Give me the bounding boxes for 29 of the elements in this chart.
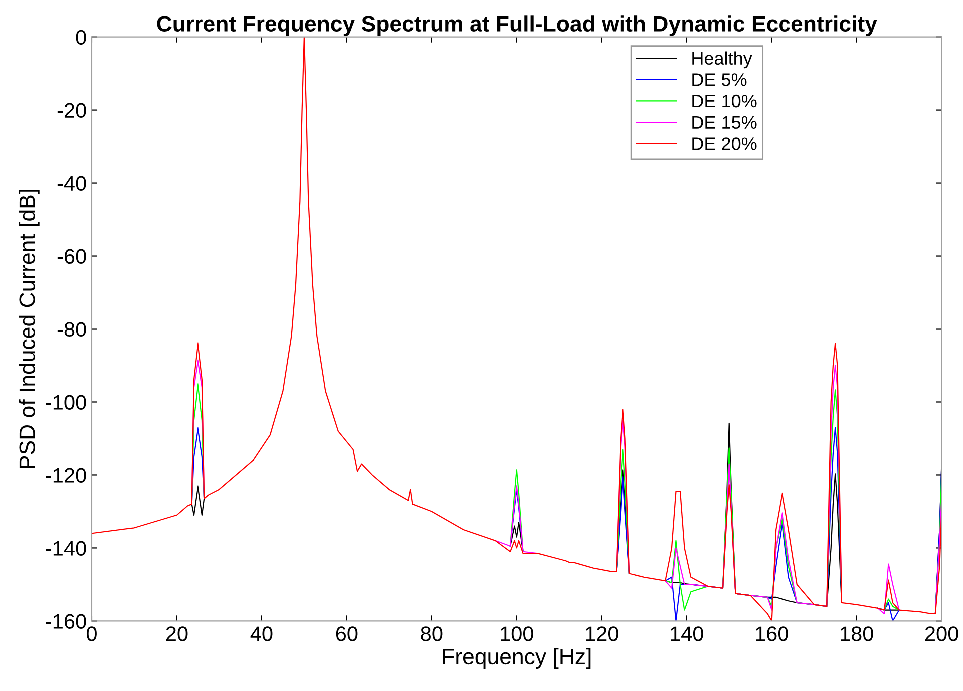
chart-title: Current Frequency Spectrum at Full-Load with Dynamic Eccentricity [157, 16, 878, 36]
legend-label: DE 5% [692, 74, 747, 86]
y-tick-label: -60 [58, 249, 86, 264]
y-tick-label: -140 [46, 541, 86, 556]
x-tick-label: 120 [586, 626, 618, 642]
y-tick-label: -80 [58, 322, 86, 338]
y-tick-label: -100 [46, 395, 86, 410]
x-tick-label: 20 [166, 626, 188, 642]
legend-label: DE 20% [692, 138, 757, 150]
line-series [92, 37, 942, 622]
x-tick-label: 80 [421, 626, 443, 642]
y-tick-label: -20 [58, 103, 86, 118]
x-tick-label: 180 [841, 626, 874, 642]
y-tick-label: -120 [46, 468, 86, 483]
y-tick-label: 0 [76, 30, 86, 46]
x-tick-label: 60 [336, 626, 358, 642]
y-tick-label: -160 [46, 614, 86, 629]
x-tick-label: 140 [671, 626, 704, 642]
legend-label: DE 15% [692, 116, 757, 130]
x-tick-label: 40 [250, 626, 273, 642]
x-tick-label: 100 [501, 626, 534, 642]
y-tick-label: -40 [58, 176, 86, 192]
x-tick-label: 200 [925, 626, 958, 642]
legend-label: Healthy [692, 52, 752, 69]
x-tick-label: 160 [756, 626, 788, 642]
x-tick-label: 0 [86, 626, 97, 642]
y-axis-title: PSD of Induced Current [dB] [19, 190, 40, 468]
x-axis-title: Frequency [Hz] [443, 648, 591, 669]
legend-label: DE 10% [692, 94, 757, 108]
